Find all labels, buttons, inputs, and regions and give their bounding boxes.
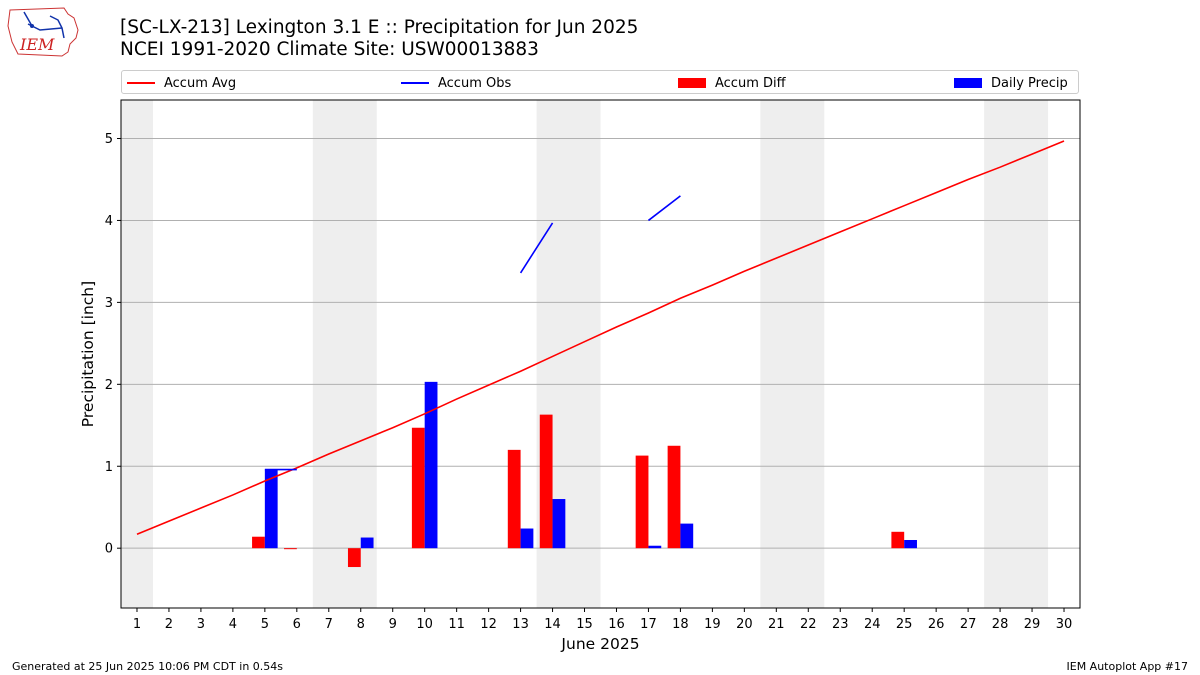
legend-accum-obs-label: Accum Obs bbox=[438, 75, 512, 91]
x-tick-label-28: 28 bbox=[992, 617, 1009, 632]
line-accum-obs-segment-2 bbox=[647, 195, 681, 222]
x-tick-label-14: 14 bbox=[544, 617, 561, 632]
x-tick-label-9: 9 bbox=[389, 617, 397, 632]
weekend-shade-3 bbox=[760, 100, 825, 608]
x-tick-label-26: 26 bbox=[928, 617, 945, 632]
x-tick-label-17: 17 bbox=[640, 617, 657, 632]
bar-daily-precip-day-18 bbox=[680, 523, 694, 549]
x-tick-label-4: 4 bbox=[229, 617, 237, 632]
y-tick-label-4: 4 bbox=[105, 214, 113, 229]
x-tick-label-16: 16 bbox=[608, 617, 625, 632]
bar-daily-precip-day-13 bbox=[520, 528, 534, 549]
chart-title-line1: [SC-LX-213] Lexington 3.1 E :: Precipita… bbox=[120, 17, 639, 38]
x-tick-label-21: 21 bbox=[768, 617, 785, 632]
weekend-shade-1 bbox=[312, 100, 377, 608]
x-tick-label-20: 20 bbox=[736, 617, 753, 632]
x-tick-label-12: 12 bbox=[480, 617, 497, 632]
bar-daily-precip-day-17 bbox=[648, 545, 662, 549]
x-tick-label-25: 25 bbox=[896, 617, 913, 632]
bar-daily-precip-day-8 bbox=[360, 537, 374, 549]
x-tick-label-7: 7 bbox=[325, 617, 333, 632]
bar-accum-diff-day-18 bbox=[667, 445, 681, 549]
legend-accum-diff: Accum Diff bbox=[678, 74, 786, 92]
x-tick-label-27: 27 bbox=[960, 617, 977, 632]
legend-daily-precip-swatch bbox=[954, 78, 982, 88]
legend-accum-avg-swatch bbox=[127, 82, 155, 84]
x-tick-label-23: 23 bbox=[832, 617, 849, 632]
legend-accum-diff-label: Accum Diff bbox=[715, 75, 786, 91]
chart-legend: Accum Avg Accum Obs Accum Diff Daily Pre… bbox=[121, 70, 1079, 94]
weekend-shade-0 bbox=[121, 100, 153, 608]
x-tick-label-29: 29 bbox=[1024, 617, 1041, 632]
bar-accum-diff-day-25 bbox=[891, 531, 905, 549]
x-tick-label-2: 2 bbox=[165, 617, 173, 632]
x-tick-label-18: 18 bbox=[672, 617, 689, 632]
bar-daily-precip-day-25 bbox=[904, 539, 917, 549]
bar-accum-diff-day-10 bbox=[411, 427, 425, 549]
x-tick-label-22: 22 bbox=[800, 617, 817, 632]
bar-accum-diff-day-6 bbox=[284, 548, 297, 550]
x-tick-label-10: 10 bbox=[416, 617, 433, 632]
chart-title: [SC-LX-213] Lexington 3.1 E :: Precipita… bbox=[120, 17, 638, 61]
bar-daily-precip-day-10 bbox=[424, 381, 438, 549]
y-tick-label-3: 3 bbox=[105, 296, 113, 311]
bar-accum-diff-day-13 bbox=[507, 449, 521, 549]
bar-daily-precip-day-5 bbox=[264, 469, 278, 549]
x-tick-label-13: 13 bbox=[512, 617, 529, 632]
x-tick-label-6: 6 bbox=[293, 617, 301, 632]
chart-title-line2: NCEI 1991-2020 Climate Site: USW00013883 bbox=[120, 39, 539, 60]
bar-accum-diff-day-17 bbox=[635, 455, 649, 549]
bar-daily-precip-day-14 bbox=[552, 499, 566, 549]
bar-accum-diff-day-5 bbox=[252, 536, 265, 549]
x-tick-label-1: 1 bbox=[133, 617, 141, 632]
legend-accum-diff-swatch bbox=[678, 78, 706, 88]
line-accum-obs-segment-1 bbox=[519, 222, 554, 274]
x-tick-label-8: 8 bbox=[357, 617, 365, 632]
weekend-shade-4 bbox=[984, 100, 1049, 608]
legend-accum-obs: Accum Obs bbox=[401, 74, 511, 92]
legend-accum-avg: Accum Avg bbox=[127, 74, 236, 92]
y-tick-label-2: 2 bbox=[105, 378, 113, 393]
logo-text: IEM bbox=[19, 35, 55, 54]
y-tick-label-1: 1 bbox=[105, 460, 113, 475]
x-tick-label-30: 30 bbox=[1056, 617, 1073, 632]
y-tick-label-0: 0 bbox=[105, 542, 113, 557]
x-tick-label-11: 11 bbox=[448, 617, 465, 632]
x-tick-label-24: 24 bbox=[864, 617, 881, 632]
footer-generated: Generated at 25 Jun 2025 10:06 PM CDT in… bbox=[12, 660, 284, 673]
y-axis-label: Precipitation [inch] bbox=[79, 281, 97, 427]
bar-accum-diff-day-14 bbox=[539, 414, 553, 549]
plot-frame bbox=[120, 99, 1081, 609]
legend-accum-obs-swatch bbox=[401, 82, 429, 84]
y-tick-label-5: 5 bbox=[105, 132, 113, 147]
bar-accum-diff-day-8 bbox=[347, 548, 361, 568]
x-tick-label-19: 19 bbox=[704, 617, 721, 632]
legend-daily-precip-label: Daily Precip bbox=[991, 75, 1068, 91]
footer-app: IEM Autoplot App #17 bbox=[1066, 660, 1189, 673]
x-axis-label: June 2025 bbox=[560, 635, 639, 653]
iem-logo: IEM bbox=[6, 4, 82, 62]
legend-accum-avg-label: Accum Avg bbox=[164, 75, 237, 91]
x-tick-label-3: 3 bbox=[197, 617, 205, 632]
x-tick-label-15: 15 bbox=[576, 617, 593, 632]
legend-daily-precip: Daily Precip bbox=[954, 74, 1068, 92]
x-tick-label-5: 5 bbox=[261, 617, 269, 632]
